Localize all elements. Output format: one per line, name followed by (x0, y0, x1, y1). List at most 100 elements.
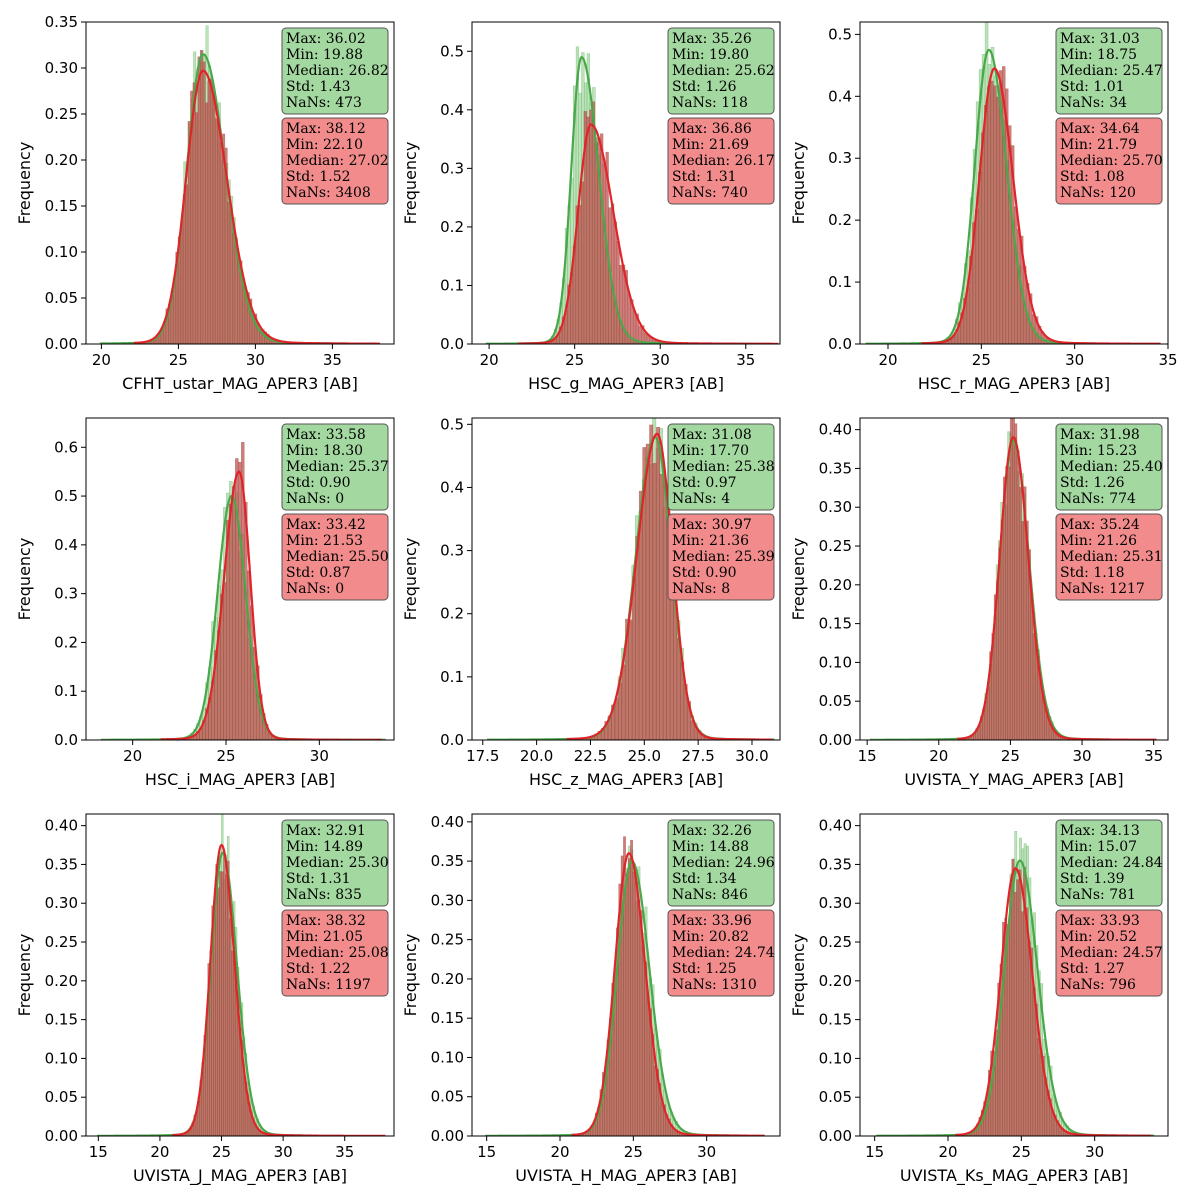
red-bar (663, 479, 667, 740)
green-stat-min: Min: 19.88 (286, 47, 363, 63)
red-stats-background (667, 117, 775, 205)
x-tick-label: 20 (550, 1143, 569, 1161)
red-bar (1018, 869, 1022, 1136)
red-bar (578, 204, 582, 344)
red-stat-nans: NaNs: 0 (286, 581, 344, 597)
red-stat-min: Min: 21.26 (1060, 533, 1137, 549)
green-stats-background (281, 819, 389, 907)
red-stats-background (281, 513, 389, 601)
y-tick-label: 0.15 (45, 1011, 78, 1029)
plot-area (865, 22, 1161, 344)
red-stat-nans: NaNs: 8 (672, 581, 730, 597)
y-tick-label: 0.1 (828, 273, 852, 291)
x-tick-label: 25 (972, 351, 991, 369)
red-bar (649, 424, 654, 740)
green-stat-nans: NaNs: 0 (286, 491, 344, 507)
y-tick-label: 0.25 (819, 537, 852, 555)
green-stat-median: Median: 25.30 (286, 855, 389, 871)
red-bar (659, 473, 664, 740)
x-tick-label: 20 (938, 1143, 957, 1161)
red-stat-median: Median: 25.50 (286, 549, 389, 565)
red-stat-nans: NaNs: 740 (672, 185, 748, 201)
red-stat-nans: NaNs: 1217 (1060, 581, 1145, 597)
x-tick-label: 30 (697, 1143, 716, 1161)
green-stat-max: Max: 31.08 (672, 427, 752, 443)
red-stat-std: Std: 1.25 (672, 961, 737, 977)
red-bar (212, 92, 216, 344)
red-bar (1019, 487, 1022, 740)
green-stat-median: Median: 25.38 (672, 459, 775, 475)
red-stat-nans: NaNs: 3408 (286, 185, 371, 201)
red-stat-max: Max: 33.93 (1060, 913, 1140, 929)
red-stat-min: Min: 21.05 (286, 929, 363, 945)
y-tick-label: 0.35 (819, 855, 852, 873)
y-tick-label: 0.25 (45, 933, 78, 951)
y-tick-label: 0.20 (431, 970, 464, 988)
y-tick-label: 0.3 (828, 149, 852, 167)
red-bar (984, 104, 988, 344)
plot-area (97, 814, 386, 1136)
green-stat-nans: NaNs: 473 (286, 95, 362, 111)
red-bar (223, 854, 226, 1136)
red-stat-median: Median: 25.39 (672, 549, 775, 565)
y-axis-title: Frequency (401, 934, 420, 1017)
red-bar (195, 112, 198, 344)
red-bar (214, 118, 218, 344)
green-stat-median: Median: 24.96 (672, 855, 775, 871)
green-stats-background (281, 27, 389, 115)
red-stat-max: Max: 33.42 (286, 517, 366, 533)
subplot-5: 17.5 20.0 22.5 25.0 27.5 30.0 0.0 0.1 0.2 0.3 0.4 0… (401, 415, 781, 790)
red-bar (645, 443, 650, 740)
red-stat-min: Min: 21.69 (672, 137, 749, 153)
red-bar (611, 203, 615, 344)
green-stat-max: Max: 36.02 (286, 31, 366, 47)
red-bar (996, 96, 1000, 344)
red-bar (1021, 521, 1025, 740)
y-axis-title: Frequency (401, 538, 420, 621)
green-stat-max: Max: 31.03 (1060, 31, 1140, 47)
green-stat-max: Max: 31.98 (1060, 427, 1140, 443)
green-stat-std: Std: 0.97 (672, 475, 737, 491)
red-bar (1014, 423, 1018, 740)
red-stat-max: Max: 36.86 (672, 121, 752, 137)
green-stat-std: Std: 1.34 (672, 871, 737, 887)
y-tick-label: 0.40 (819, 817, 852, 835)
green-stats-background (281, 423, 389, 511)
y-tick-label: 0.25 (45, 105, 78, 123)
red-bar (232, 232, 235, 344)
red-bar (1005, 465, 1009, 740)
y-tick-label: 0.30 (819, 894, 852, 912)
y-tick-label: 0.4 (54, 536, 78, 554)
plot-area (100, 442, 386, 740)
red-bar (1016, 228, 1021, 344)
x-tick-label: 30 (274, 1143, 293, 1161)
red-bar (1013, 892, 1017, 1136)
red-bar (641, 947, 645, 1136)
red-bar (600, 133, 604, 344)
red-bar (185, 184, 189, 344)
y-axis-title: Frequency (789, 934, 808, 1017)
red-bar (628, 619, 633, 740)
x-tick-label: 35 (736, 351, 755, 369)
x-tick-label: 25 (216, 747, 235, 765)
y-tick-label: 0.20 (45, 151, 78, 169)
red-histogram (571, 836, 694, 1136)
x-axis-title: CFHT_ustar_MAG_APER3 [AB] (122, 374, 358, 394)
green-stat-median: Median: 25.40 (1060, 459, 1163, 475)
y-tick-label: 0.35 (431, 852, 464, 870)
green-stat-max: Max: 34.13 (1060, 823, 1140, 839)
x-tick-label: 30 (246, 351, 265, 369)
x-tick-label: 30 (1085, 1143, 1104, 1161)
red-histogram (166, 442, 293, 740)
red-stat-std: Std: 1.08 (1060, 169, 1125, 185)
y-tick-label: 0.5 (828, 25, 852, 43)
red-bar (621, 664, 626, 740)
green-stat-std: Std: 1.26 (1060, 475, 1125, 491)
